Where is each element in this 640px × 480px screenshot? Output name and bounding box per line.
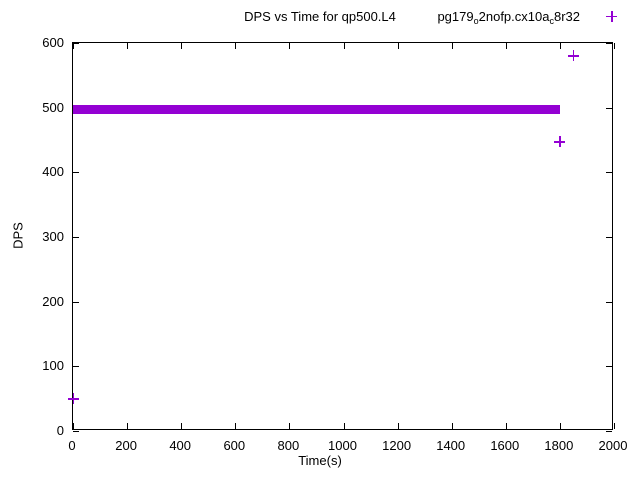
x-tick-mark bbox=[397, 43, 399, 49]
y-tick-mark bbox=[606, 366, 612, 368]
y-tick-label: 300 bbox=[42, 229, 64, 244]
y-tick-label: 200 bbox=[42, 293, 64, 309]
data-point-marker bbox=[67, 393, 79, 405]
x-tick-mark bbox=[289, 43, 291, 49]
x-tick-mark bbox=[559, 423, 561, 429]
y-tick-label: 0 bbox=[56, 423, 64, 438]
x-tick-mark bbox=[343, 43, 345, 49]
x-tick-mark bbox=[127, 43, 129, 49]
y-tick-label: 100 bbox=[42, 358, 64, 374]
x-tick-mark bbox=[451, 423, 453, 429]
x-tick-mark bbox=[73, 423, 74, 429]
y-tick-mark bbox=[606, 107, 612, 109]
y-tick-mark bbox=[606, 431, 612, 432]
x-tick-mark bbox=[181, 43, 183, 49]
x-tick-label: 0 bbox=[68, 438, 76, 453]
x-tick-mark bbox=[505, 43, 507, 49]
data-series-band bbox=[73, 105, 560, 115]
plot-area bbox=[67, 42, 615, 432]
y-tick-mark bbox=[73, 172, 79, 174]
y-tick-label: 500 bbox=[42, 99, 64, 115]
y-tick-mark bbox=[606, 43, 612, 44]
y-tick-mark bbox=[606, 172, 612, 174]
x-tick-mark bbox=[614, 43, 615, 49]
y-tick-mark bbox=[73, 43, 79, 44]
y-tick-mark bbox=[73, 366, 79, 368]
y-tick-mark bbox=[606, 237, 612, 238]
x-tick-label: 1200 bbox=[382, 438, 412, 453]
x-tick-label: 1000 bbox=[328, 438, 357, 453]
x-tick-label: 2000 bbox=[598, 438, 628, 453]
y-tick-label: 600 bbox=[42, 35, 64, 50]
y-tick-mark bbox=[73, 431, 79, 432]
legend-label-sub-c: c bbox=[549, 16, 554, 26]
chart-title: DPS vs Time for qp500.L4 bbox=[244, 9, 396, 24]
x-tick-mark bbox=[73, 43, 74, 49]
x-tick-label: 400 bbox=[169, 438, 192, 453]
x-tick-mark bbox=[505, 423, 507, 429]
x-tick-mark bbox=[559, 43, 561, 49]
legend-label-sub-o: o bbox=[473, 16, 479, 26]
y-tick-label: 400 bbox=[42, 164, 64, 180]
x-tick-label: 1600 bbox=[490, 438, 520, 453]
x-tick-mark bbox=[181, 423, 183, 429]
x-tick-mark bbox=[451, 43, 453, 49]
x-tick-label: 1400 bbox=[436, 438, 466, 453]
legend-entry-label: pg179o2nofp.cx10ac8r32 bbox=[437, 9, 606, 26]
plot-data-layer bbox=[67, 43, 615, 432]
x-tick-label: 600 bbox=[223, 438, 246, 453]
y-tick-mark bbox=[606, 301, 612, 303]
x-tick-label: 800 bbox=[277, 438, 300, 453]
x-axis-label: Time(s) bbox=[298, 453, 342, 468]
legend-label-part-0: pg179 bbox=[437, 9, 474, 24]
x-tick-mark bbox=[397, 423, 399, 429]
x-tick-mark bbox=[614, 423, 615, 429]
x-tick-label: 1800 bbox=[544, 438, 574, 453]
x-tick-mark bbox=[235, 43, 237, 49]
y-tick-mark bbox=[73, 237, 79, 238]
chart-legend: pg179o2nofp.cx10ac8r32 bbox=[437, 9, 632, 26]
legend-label-part-4: 8r32 bbox=[553, 9, 580, 24]
data-point-marker bbox=[554, 136, 566, 148]
x-tick-mark bbox=[235, 423, 237, 429]
legend-label-part-2: 2nofp.cx10a bbox=[478, 9, 550, 24]
data-point-marker bbox=[567, 50, 579, 62]
y-tick-mark bbox=[73, 301, 79, 303]
x-tick-label: 200 bbox=[115, 438, 137, 453]
x-tick-mark bbox=[127, 423, 129, 429]
y-axis-label: DPS bbox=[10, 222, 26, 249]
x-tick-mark bbox=[343, 423, 345, 429]
legend-plus-marker-icon bbox=[606, 10, 618, 23]
x-tick-mark bbox=[289, 423, 291, 429]
